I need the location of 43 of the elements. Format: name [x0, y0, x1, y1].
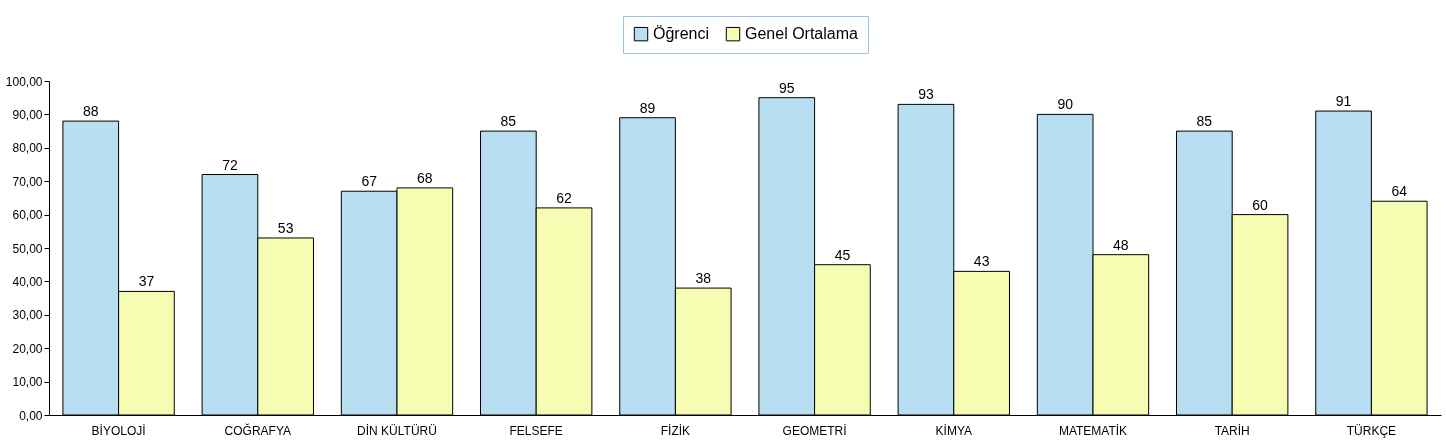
legend-label: Genel Ortalama [745, 25, 859, 43]
x-tick-label: COĞRAFYA [224, 422, 292, 438]
x-tick-label: GEOMETRİ [782, 423, 847, 438]
x-tick-label: BİYOLOJİ [91, 423, 146, 438]
data-label: 62 [556, 189, 573, 206]
x-tick-label: FELSEFE [509, 423, 563, 438]
data-label: 95 [778, 79, 795, 96]
data-label: 43 [973, 253, 990, 270]
data-label: 88 [82, 103, 99, 120]
x-tick-label: KİMYA [935, 423, 973, 438]
data-label: 38 [695, 270, 712, 287]
data-label: 37 [138, 273, 155, 290]
data-label: 60 [1252, 196, 1269, 213]
y-tick-label: 0,00 [19, 408, 43, 423]
data-label: 85 [500, 113, 517, 130]
data-label: 91 [1335, 93, 1352, 110]
y-tick-label: 30,00 [12, 308, 43, 323]
data-label: 48 [1113, 236, 1129, 253]
data-label: 90 [1057, 96, 1074, 113]
data-label: 64 [1391, 183, 1408, 200]
data-label: 85 [1196, 113, 1213, 130]
y-tick-label: 50,00 [12, 241, 43, 256]
y-tick-label: 90,00 [12, 107, 43, 122]
y-tick-label: 10,00 [12, 375, 43, 390]
y-tick-label: 100,00 [5, 74, 43, 89]
data-label: 68 [417, 169, 433, 186]
data-label: 45 [834, 246, 851, 263]
x-tick-label: DİN KÜLTÜRÜ [357, 423, 437, 438]
y-tick-label: 60,00 [12, 208, 43, 223]
x-tick-label: TÜRKÇE [1346, 423, 1397, 438]
data-label: 53 [277, 219, 294, 236]
y-tick-label: 40,00 [12, 274, 43, 289]
legend-label: Öğrenci [653, 25, 710, 43]
data-label: 67 [361, 173, 378, 190]
y-tick-label: 70,00 [12, 174, 43, 189]
x-tick-label: TARİH [1214, 423, 1250, 438]
x-tick-label: FİZİK [660, 423, 691, 438]
y-tick-label: 80,00 [12, 141, 43, 156]
y-tick-label: 20,00 [12, 341, 43, 356]
data-label: 93 [918, 86, 934, 103]
data-label: 72 [222, 156, 238, 173]
data-label: 89 [639, 99, 656, 116]
x-tick-label: MATEMATİK [1058, 423, 1128, 438]
